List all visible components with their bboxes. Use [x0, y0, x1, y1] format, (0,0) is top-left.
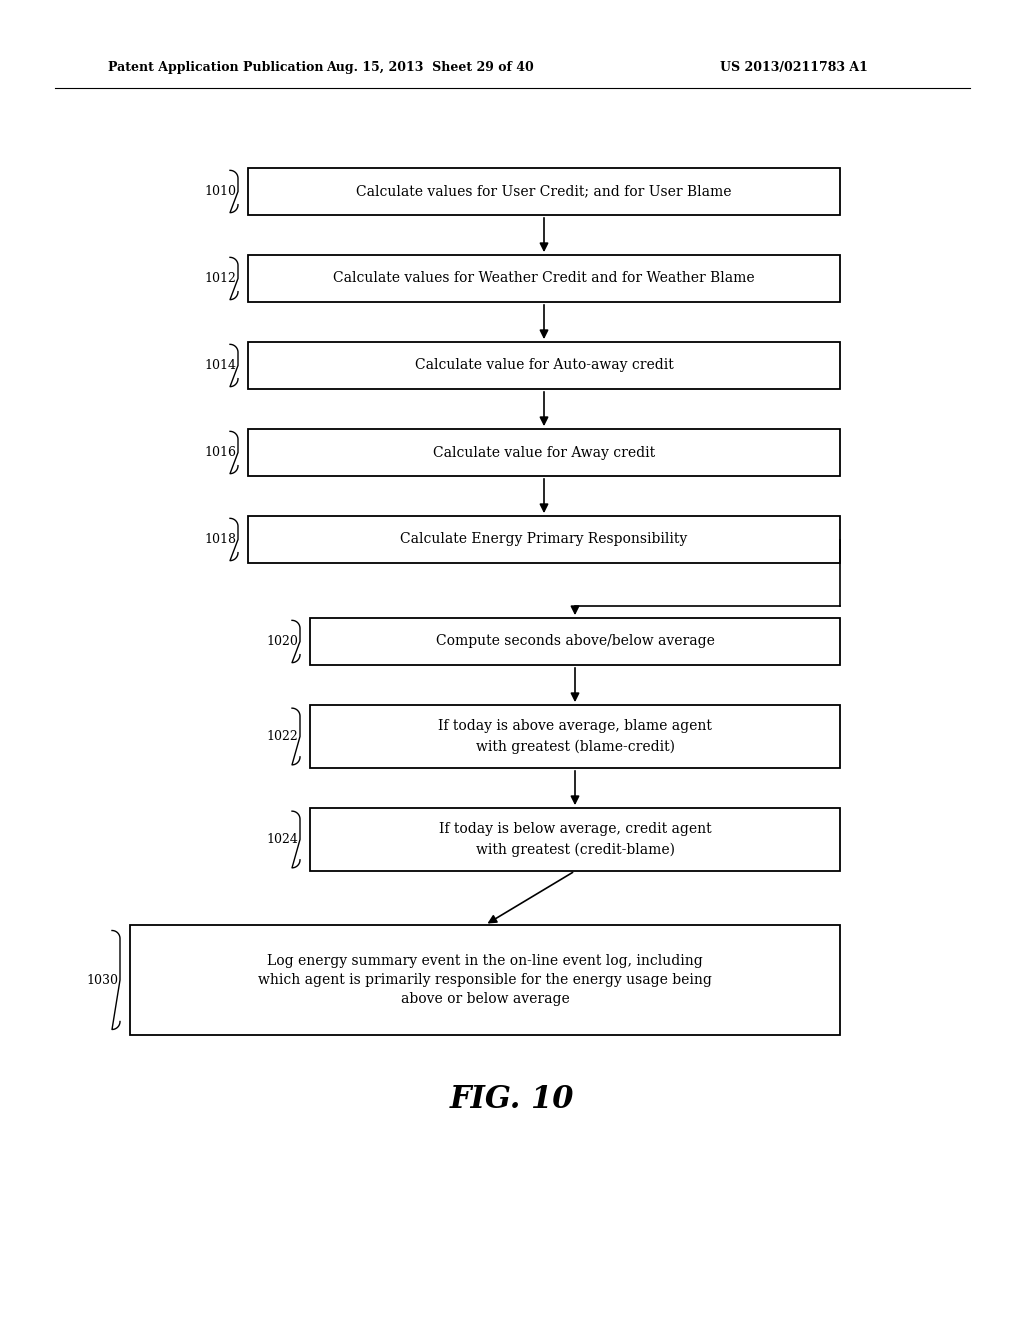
Text: 1012: 1012 — [204, 272, 236, 285]
Text: Calculate value for Away credit: Calculate value for Away credit — [433, 446, 655, 459]
Bar — [248, 429, 840, 477]
Text: If today is above average, blame agent
with greatest (blame-credit): If today is above average, blame agent w… — [438, 719, 712, 754]
Bar — [248, 342, 840, 389]
Text: Aug. 15, 2013  Sheet 29 of 40: Aug. 15, 2013 Sheet 29 of 40 — [326, 62, 534, 74]
Text: Calculate values for Weather Credit and for Weather Blame: Calculate values for Weather Credit and … — [333, 272, 755, 285]
Bar — [310, 808, 840, 871]
Bar — [130, 925, 840, 1035]
Text: Compute seconds above/below average: Compute seconds above/below average — [435, 635, 715, 648]
Text: 1016: 1016 — [204, 446, 236, 459]
Bar — [310, 618, 840, 665]
Text: Calculate Energy Primary Responsibility: Calculate Energy Primary Responsibility — [400, 532, 688, 546]
Text: 1022: 1022 — [266, 730, 298, 743]
Bar — [248, 516, 840, 564]
Text: Calculate value for Auto-away credit: Calculate value for Auto-away credit — [415, 359, 674, 372]
Text: FIG. 10: FIG. 10 — [450, 1085, 574, 1115]
Text: 1014: 1014 — [204, 359, 236, 372]
Text: 1010: 1010 — [204, 185, 236, 198]
Text: 1020: 1020 — [266, 635, 298, 648]
Bar — [310, 705, 840, 768]
Bar — [248, 255, 840, 302]
Bar — [248, 168, 840, 215]
Text: 1024: 1024 — [266, 833, 298, 846]
Text: Log energy summary event in the on-line event log, including
which agent is prim: Log energy summary event in the on-line … — [258, 953, 712, 1006]
Text: If today is below average, credit agent
with greatest (credit-blame): If today is below average, credit agent … — [438, 822, 712, 857]
Text: 1030: 1030 — [86, 974, 118, 986]
Text: Patent Application Publication: Patent Application Publication — [108, 62, 324, 74]
Text: 1018: 1018 — [204, 533, 236, 546]
Text: US 2013/0211783 A1: US 2013/0211783 A1 — [720, 62, 868, 74]
Text: Calculate values for User Credit; and for User Blame: Calculate values for User Credit; and fo… — [356, 185, 732, 198]
